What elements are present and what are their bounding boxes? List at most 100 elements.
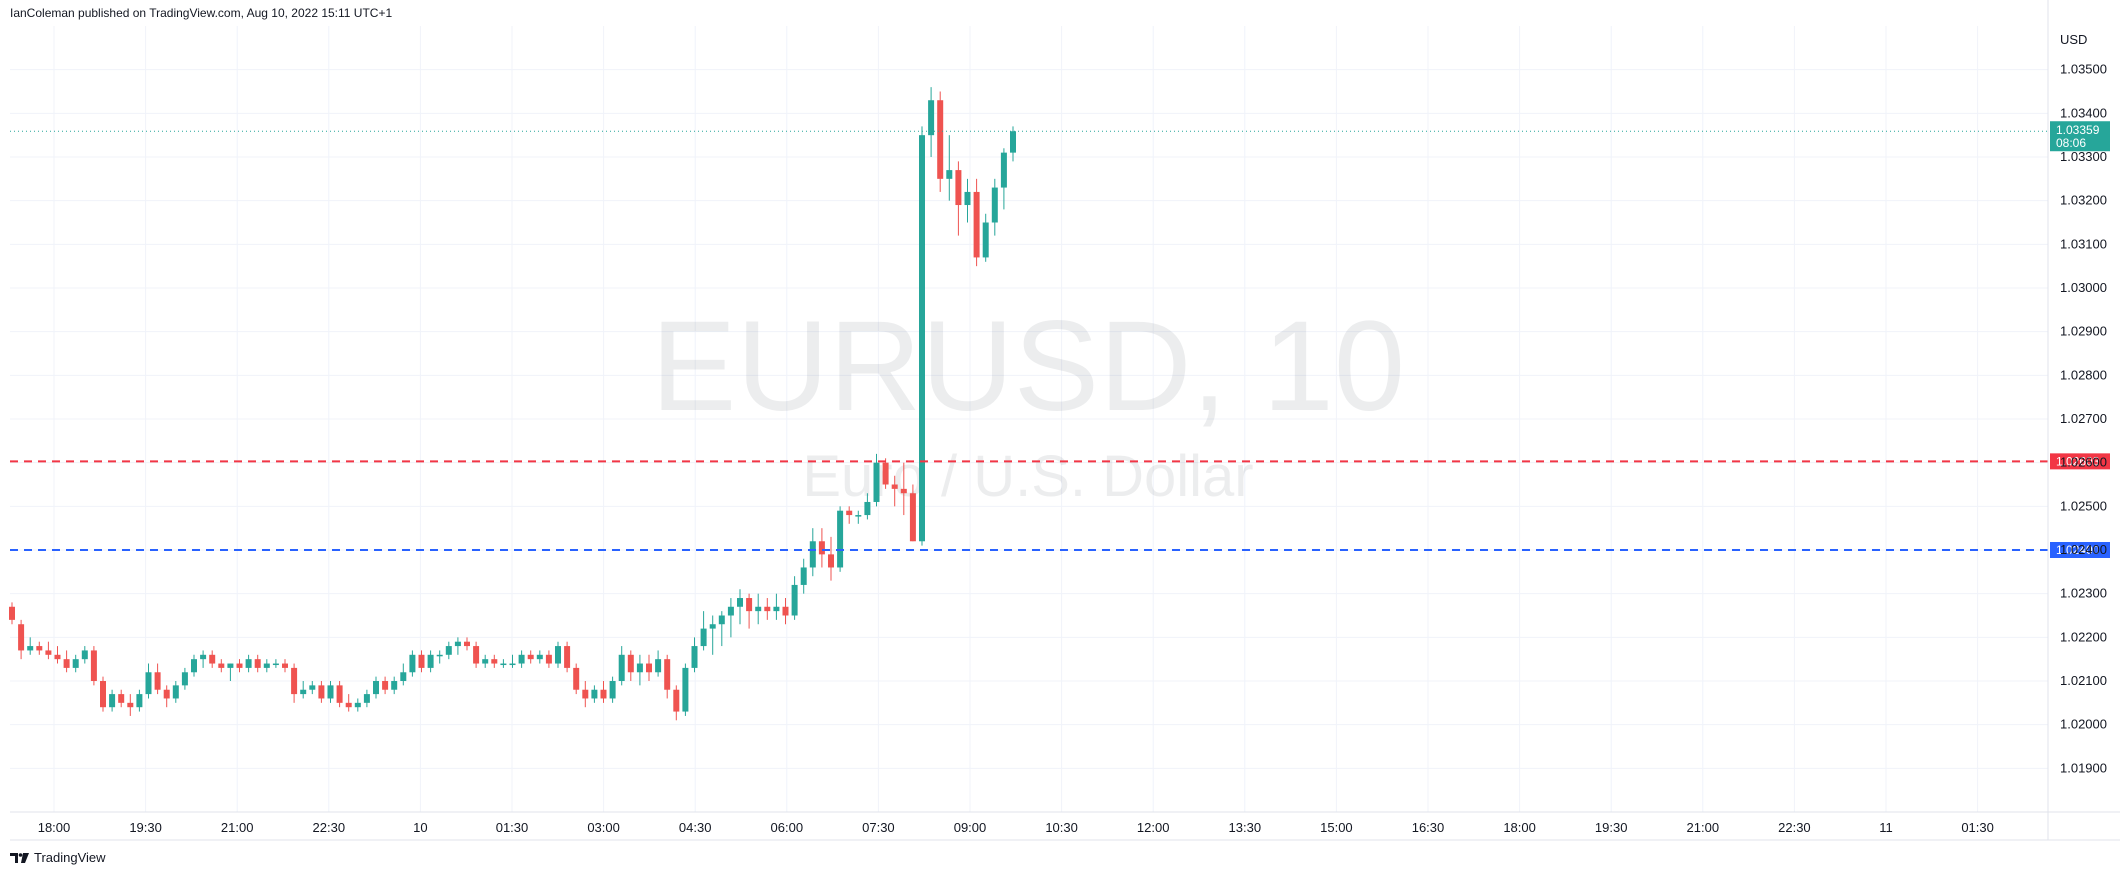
candle-body <box>646 663 652 673</box>
footer-brand: TradingView <box>10 850 106 865</box>
candle <box>400 663 407 686</box>
candle <box>336 681 343 708</box>
candle-body <box>81 650 88 660</box>
candle-body <box>409 654 416 673</box>
candle-body <box>882 462 889 485</box>
candle <box>928 87 935 157</box>
candle-body <box>837 510 844 568</box>
candle-body <box>163 689 170 699</box>
candle <box>18 619 25 660</box>
candle <box>454 637 461 655</box>
candle <box>782 598 789 625</box>
candle <box>181 667 188 690</box>
candle-body <box>700 628 707 647</box>
price-tag-label: 1.02603 <box>2056 454 2100 468</box>
y-tick-label: 1.02700 <box>2060 411 2107 426</box>
candle <box>518 650 525 668</box>
candle-body <box>946 170 953 179</box>
candle <box>482 654 489 668</box>
candle-body <box>309 685 316 690</box>
candle <box>846 506 853 524</box>
y-tick-label: 1.03000 <box>2060 280 2107 295</box>
candle <box>982 213 989 262</box>
candle-body <box>200 654 207 660</box>
candle <box>764 598 771 620</box>
symbol-watermark: EURUSD, 10 <box>651 295 1405 438</box>
candle-body <box>1010 131 1016 153</box>
candle <box>591 685 598 703</box>
candle-body <box>564 646 571 668</box>
candle-body <box>382 681 389 690</box>
candle-body <box>727 606 734 616</box>
candle <box>737 589 743 625</box>
candle <box>955 161 962 236</box>
candle <box>609 676 616 703</box>
candle-body <box>573 667 580 690</box>
candle <box>209 650 216 668</box>
candle <box>445 641 452 660</box>
candle-body <box>473 646 480 664</box>
candle-body <box>682 667 689 712</box>
y-tick-label: 1.03400 <box>2060 105 2107 120</box>
candle-body <box>109 694 116 708</box>
candle <box>700 611 707 651</box>
x-tick-label: 22:30 <box>1778 820 1811 835</box>
candle-body <box>737 598 743 607</box>
candle <box>72 654 79 673</box>
candle-body <box>800 567 807 585</box>
candle-body <box>582 689 589 699</box>
candle <box>382 676 389 695</box>
x-tick-label: 10:30 <box>1045 820 1078 835</box>
candle-body <box>673 689 680 712</box>
x-tick-label: 11 <box>1879 820 1893 835</box>
candle-body <box>236 663 243 668</box>
candle <box>991 178 998 236</box>
candle <box>527 650 534 664</box>
candle <box>300 681 307 699</box>
candle-body <box>136 694 143 708</box>
x-tick-label: 10 <box>413 820 427 835</box>
footer-brand-name: TradingView <box>34 850 106 865</box>
candle-body <box>627 654 634 673</box>
candle-body <box>300 689 307 695</box>
candle <box>809 528 816 577</box>
y-tick-label: 1.02100 <box>2060 673 2107 688</box>
candle <box>318 681 325 703</box>
candle-body <box>609 681 616 699</box>
candle <box>90 646 97 686</box>
candle-body <box>746 598 753 612</box>
candle <box>937 91 944 192</box>
y-tick-label: 1.01900 <box>2060 760 2107 775</box>
candle <box>973 178 980 267</box>
x-tick-label: 01:30 <box>496 820 529 835</box>
candle-body <box>491 659 498 664</box>
candle-body <box>427 654 434 668</box>
publisher-caption: IanColeman published on TradingView.com,… <box>10 6 393 20</box>
candle <box>691 637 698 673</box>
candle-body <box>45 650 52 655</box>
candle <box>755 593 762 625</box>
candle <box>327 681 334 703</box>
candle-body <box>400 672 407 681</box>
candle-body <box>209 654 216 664</box>
axes-layer: 1.01900 1.02000 1.02100 1.02200 1.02300 1.024… <box>10 0 2120 841</box>
candle-body <box>791 584 798 616</box>
candle <box>163 685 170 708</box>
x-tick-label: 01:30 <box>1961 820 1994 835</box>
candle-body <box>345 702 352 708</box>
y-tick-label: 1.02400 <box>2060 542 2107 557</box>
candle <box>418 650 425 673</box>
candle-body <box>545 654 552 664</box>
candle <box>27 637 34 655</box>
candle <box>245 654 252 673</box>
candle <box>491 654 498 668</box>
candle <box>655 650 662 677</box>
candle <box>9 602 15 625</box>
candle <box>709 615 716 655</box>
candle <box>855 510 862 524</box>
y-tick-label: 1.02500 <box>2060 498 2107 513</box>
candle-body <box>36 646 43 651</box>
candle-body <box>63 659 70 668</box>
